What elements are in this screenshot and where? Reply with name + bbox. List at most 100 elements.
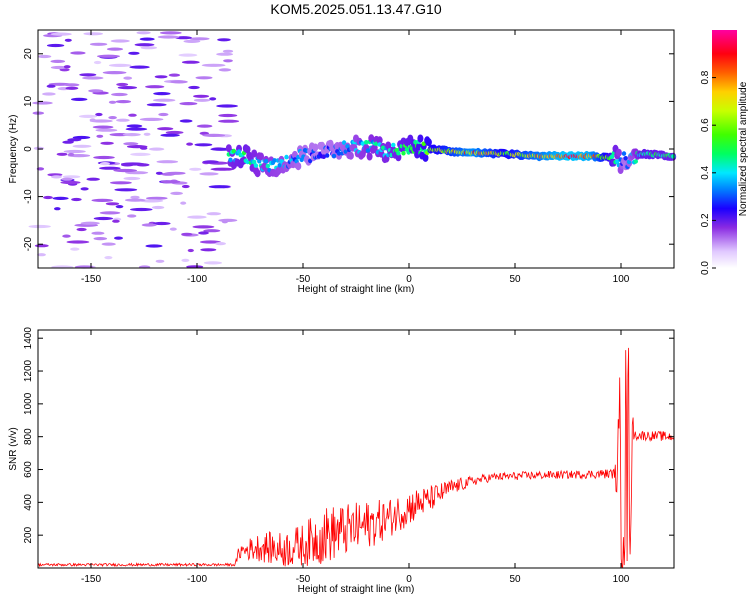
noise-cell (165, 171, 186, 175)
noise-cell (42, 92, 56, 96)
signal-cell (615, 159, 620, 164)
noise-cell (134, 43, 155, 47)
signal-cell (380, 145, 386, 151)
noise-cell (128, 113, 137, 117)
noise-cell (129, 65, 150, 69)
x-tick-label: -150 (81, 574, 101, 585)
noise-cell (60, 180, 81, 185)
noise-cell (89, 118, 96, 122)
noise-cell (92, 125, 114, 129)
signal-cell (395, 153, 402, 162)
noise-cell (95, 128, 118, 132)
spectrogram-y-axis-label: Frequency (Hz) (8, 115, 19, 184)
noise-cell (139, 37, 155, 41)
noise-cell (33, 146, 45, 150)
noise-cell (125, 127, 148, 131)
noise-cell (180, 201, 187, 205)
noise-cell (113, 168, 138, 173)
noise-cell (153, 92, 171, 96)
signal-cell (228, 157, 233, 163)
noise-cell (218, 218, 238, 222)
noise-cell (141, 223, 157, 227)
signal-cell (341, 140, 347, 145)
signal-cell (277, 163, 282, 168)
noise-cell (136, 163, 150, 167)
noise-cell (156, 160, 179, 164)
signal-cell (331, 153, 337, 159)
noise-cell (100, 162, 110, 166)
noise-cell (217, 38, 231, 42)
noise-cell (223, 59, 233, 63)
noise-cell (79, 73, 97, 77)
noise-cell (91, 231, 105, 235)
noise-cell (151, 205, 165, 210)
noise-cell (179, 102, 198, 106)
colorbar-tick-label: 0.2 (700, 213, 711, 227)
noise-cell (93, 60, 102, 65)
colorbar-tick-label: 0.6 (700, 118, 711, 132)
x-tick-label: -50 (296, 574, 311, 585)
y-tick-label: -20 (23, 237, 34, 252)
noise-cell (50, 59, 66, 64)
noise-cell (181, 184, 190, 189)
noise-cell (108, 100, 117, 104)
noise-cell (198, 231, 209, 235)
colorbar-gradient (712, 30, 737, 268)
spectrogram-x-axis-label: Height of straight line (km) (298, 284, 415, 295)
noise-cell (62, 140, 74, 144)
signal-cell (251, 149, 258, 158)
noise-cell (123, 176, 141, 181)
noise-cell (201, 63, 226, 67)
y-tick-label: 800 (23, 428, 34, 445)
signal-cell (325, 153, 330, 158)
x-tick-label: 0 (406, 274, 412, 285)
signal-cell (365, 148, 371, 153)
heatmap-cells (28, 31, 677, 269)
signal-cell (236, 149, 242, 154)
signal-cell (258, 152, 264, 161)
noise-cell (202, 160, 219, 164)
noise-cell (158, 112, 169, 117)
noise-cell (183, 39, 201, 44)
noise-cell (66, 240, 90, 244)
colorbar-ticks: 0.0 0.2 0.4 0.6 0.8 (700, 70, 716, 275)
noise-cell (127, 214, 137, 218)
noise-cell (168, 73, 181, 77)
noise-cell (93, 216, 114, 221)
y-tick-label: -10 (23, 189, 34, 204)
noise-cell (216, 52, 234, 56)
noise-cell (61, 177, 73, 181)
noise-cell (91, 198, 114, 202)
noise-cell (117, 86, 138, 90)
noise-cell (28, 224, 51, 229)
noise-cell (203, 229, 221, 233)
noise-cell (157, 35, 180, 39)
noise-cell (130, 207, 153, 212)
colorbar: 0.0 0.2 0.4 0.6 0.8 Normalized spectral ampl… (700, 30, 749, 275)
signal-cell (391, 142, 396, 148)
noise-cell (102, 71, 127, 75)
noise-cell (99, 166, 121, 170)
noise-cell (93, 155, 115, 160)
noise-cell (128, 51, 140, 55)
colorbar-tick-label: 0.4 (700, 165, 711, 179)
noise-cell (160, 180, 181, 184)
figure-title: KOM5.2025.051.13.47.G10 (270, 1, 441, 17)
noise-cell (145, 85, 165, 89)
signal-cell (422, 153, 429, 162)
noise-cell (121, 163, 134, 167)
noise-cell (95, 112, 103, 117)
x-tick-label: 50 (509, 574, 521, 585)
noise-cell (80, 187, 89, 191)
noise-cell (108, 116, 117, 120)
noise-cell (169, 227, 177, 231)
noise-cell (146, 103, 167, 107)
noise-cell (130, 152, 151, 156)
noise-cell (200, 248, 217, 252)
noise-cell (116, 118, 130, 122)
noise-cell (202, 133, 226, 137)
noise-cell (36, 167, 45, 171)
y-tick-label: 1400 (23, 327, 34, 350)
